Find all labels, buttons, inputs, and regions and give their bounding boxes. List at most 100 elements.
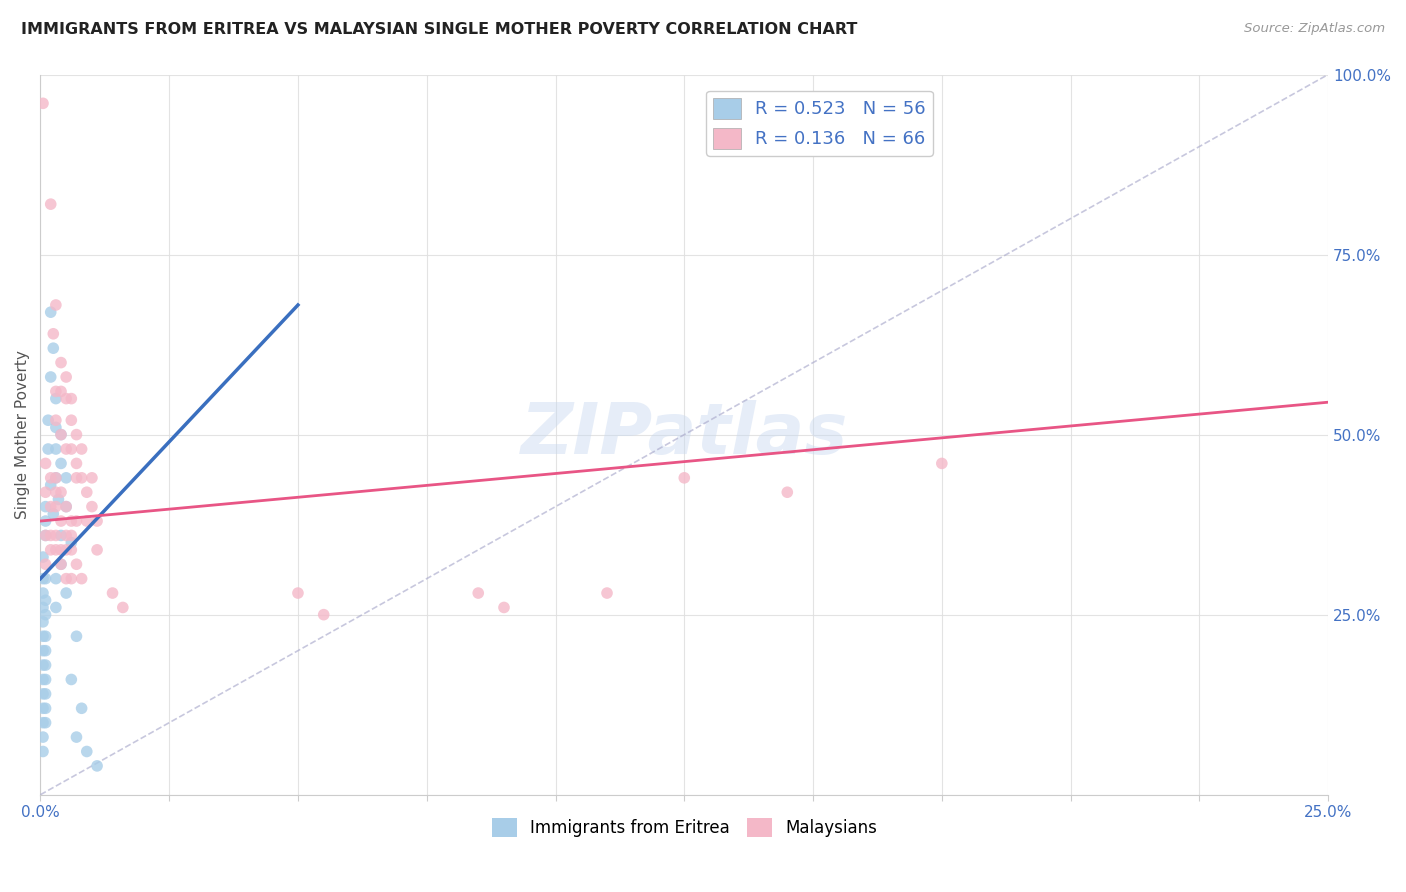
Text: Source: ZipAtlas.com: Source: ZipAtlas.com xyxy=(1244,22,1385,36)
Point xyxy=(34,629,56,643)
Point xyxy=(467,586,489,600)
Point xyxy=(65,471,87,485)
Point xyxy=(49,457,72,471)
Point xyxy=(86,542,108,557)
Point xyxy=(39,478,62,492)
Point xyxy=(45,384,67,399)
Point xyxy=(32,730,55,744)
Point xyxy=(55,392,77,406)
Point xyxy=(45,420,67,434)
Point xyxy=(34,558,56,572)
Point xyxy=(55,370,77,384)
Point xyxy=(34,673,56,687)
Point xyxy=(49,485,72,500)
Point xyxy=(39,471,62,485)
Legend: Immigrants from Eritrea, Malaysians: Immigrants from Eritrea, Malaysians xyxy=(485,812,883,844)
Point xyxy=(32,629,55,643)
Point xyxy=(32,586,55,600)
Point xyxy=(34,658,56,673)
Point xyxy=(55,442,77,456)
Point xyxy=(42,326,65,341)
Point xyxy=(37,442,59,456)
Point xyxy=(60,413,83,427)
Point xyxy=(32,572,55,586)
Point xyxy=(60,542,83,557)
Point xyxy=(45,542,67,557)
Point xyxy=(55,528,77,542)
Point xyxy=(673,471,696,485)
Point xyxy=(80,471,103,485)
Point xyxy=(70,572,93,586)
Point xyxy=(39,305,62,319)
Point xyxy=(48,492,70,507)
Point xyxy=(32,549,55,564)
Point xyxy=(45,442,67,456)
Point xyxy=(34,514,56,528)
Point xyxy=(34,593,56,607)
Point xyxy=(34,528,56,542)
Point xyxy=(45,392,67,406)
Point xyxy=(65,629,87,643)
Point xyxy=(45,471,67,485)
Point xyxy=(86,514,108,528)
Point xyxy=(32,687,55,701)
Point xyxy=(39,197,62,211)
Point xyxy=(34,528,56,542)
Point xyxy=(596,586,619,600)
Point xyxy=(111,600,134,615)
Point xyxy=(45,572,67,586)
Point xyxy=(34,643,56,657)
Point xyxy=(32,673,55,687)
Point xyxy=(60,535,83,549)
Point xyxy=(76,514,98,528)
Point xyxy=(45,413,67,427)
Point xyxy=(34,572,56,586)
Point xyxy=(76,485,98,500)
Point xyxy=(49,514,72,528)
Point xyxy=(60,572,83,586)
Point xyxy=(34,687,56,701)
Point xyxy=(32,715,55,730)
Point xyxy=(49,542,72,557)
Point xyxy=(492,600,515,615)
Point xyxy=(80,500,103,514)
Point xyxy=(60,514,83,528)
Point xyxy=(65,558,87,572)
Point xyxy=(42,507,65,521)
Point xyxy=(45,298,67,312)
Point xyxy=(34,500,56,514)
Point xyxy=(32,701,55,715)
Text: IMMIGRANTS FROM ERITREA VS MALAYSIAN SINGLE MOTHER POVERTY CORRELATION CHART: IMMIGRANTS FROM ERITREA VS MALAYSIAN SIN… xyxy=(21,22,858,37)
Point xyxy=(34,607,56,622)
Point xyxy=(70,471,93,485)
Point xyxy=(60,528,83,542)
Point xyxy=(34,457,56,471)
Point xyxy=(32,96,55,111)
Point xyxy=(34,701,56,715)
Point xyxy=(39,542,62,557)
Point xyxy=(32,744,55,758)
Point xyxy=(70,442,93,456)
Point xyxy=(45,471,67,485)
Point xyxy=(287,586,309,600)
Point xyxy=(65,457,87,471)
Point xyxy=(55,500,77,514)
Point xyxy=(45,485,67,500)
Point xyxy=(42,341,65,355)
Point xyxy=(55,586,77,600)
Point xyxy=(49,427,72,442)
Point xyxy=(101,586,124,600)
Point xyxy=(76,744,98,758)
Point xyxy=(39,370,62,384)
Point xyxy=(37,413,59,427)
Text: ZIPatlas: ZIPatlas xyxy=(520,401,848,469)
Point xyxy=(49,558,72,572)
Point xyxy=(49,427,72,442)
Point xyxy=(931,457,953,471)
Point xyxy=(49,384,72,399)
Point xyxy=(60,442,83,456)
Point xyxy=(49,528,72,542)
Point xyxy=(70,701,93,715)
Point xyxy=(776,485,799,500)
Point xyxy=(45,500,67,514)
